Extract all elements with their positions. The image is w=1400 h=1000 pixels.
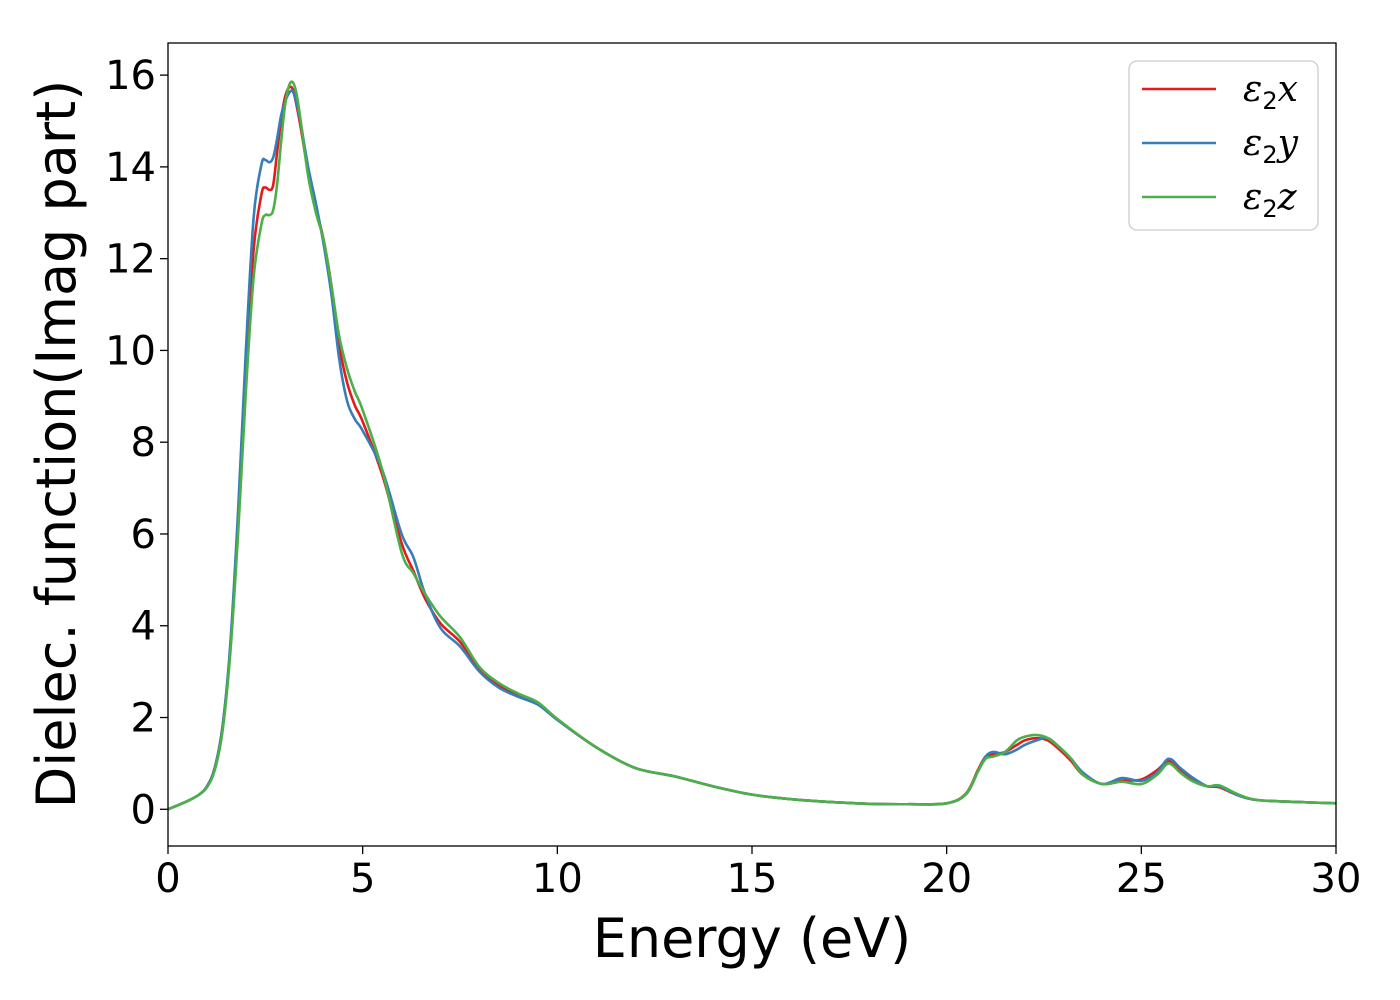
- x-tick-label: 10: [532, 856, 583, 902]
- x-tick-label: 20: [921, 856, 972, 902]
- y-tick-label: 0: [131, 787, 156, 833]
- y-tick-label: 2: [131, 696, 156, 742]
- legend: ε2x ε2y ε2z: [1128, 60, 1319, 231]
- series-line-y: [168, 89, 1336, 811]
- y-tick-label: 14: [105, 145, 156, 191]
- x-tick-label: 0: [155, 856, 180, 902]
- y-axis-label: Dielec. function(Imag part): [25, 80, 88, 809]
- legend-label-z: ε2z: [1243, 177, 1298, 223]
- x-axis-label: Energy (eV): [593, 907, 912, 970]
- y-tick-label: 16: [105, 53, 156, 99]
- x-tick-label: 30: [1311, 856, 1362, 902]
- x-axis: 0 5 10 15 20 25 30: [155, 846, 1361, 902]
- y-tick-label: 4: [131, 604, 156, 650]
- x-tick-label: 5: [350, 856, 375, 902]
- series-layer: [168, 80, 1336, 811]
- legend-box: [1128, 60, 1319, 231]
- x-tick-label: 15: [727, 856, 778, 902]
- y-tick-label: 12: [105, 237, 156, 283]
- y-axis: 0 2 4 6 8 10 12 14 16: [105, 53, 168, 833]
- series-line-z: [168, 80, 1336, 811]
- y-tick-label: 6: [131, 512, 156, 558]
- legend-label-x: ε2x: [1243, 69, 1298, 115]
- x-tick-label: 25: [1116, 856, 1167, 902]
- y-tick-label: 10: [105, 328, 156, 374]
- y-tick-label: 8: [131, 420, 156, 466]
- legend-label-y: ε2y: [1243, 123, 1299, 169]
